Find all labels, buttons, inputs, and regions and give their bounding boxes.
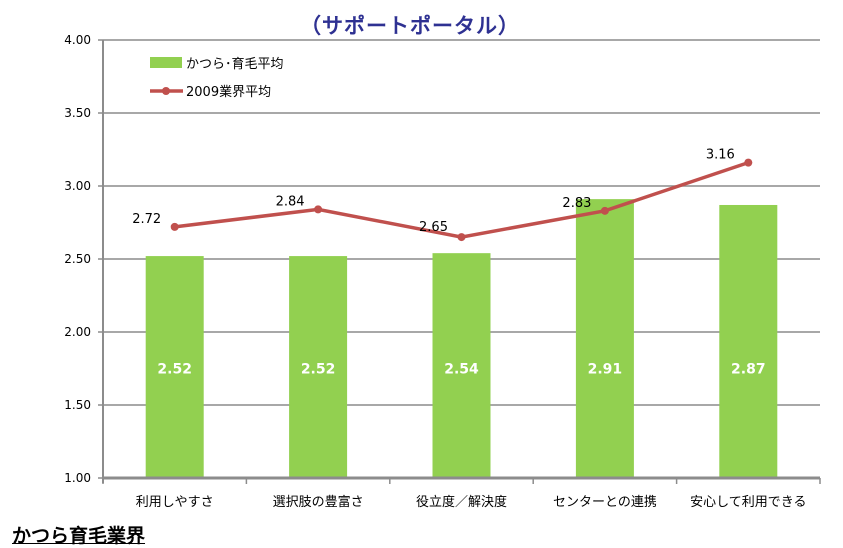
line-label: 3.16 <box>706 148 735 163</box>
y-tick-label: 3.00 <box>64 179 91 193</box>
bar-label: 2.52 <box>301 362 336 378</box>
legend-label: 2009業界平均 <box>186 84 271 100</box>
line-point <box>601 207 609 215</box>
x-tick-label: 役立度／解決度 <box>416 494 507 510</box>
y-tick-label: 2.50 <box>64 252 91 266</box>
section-heading: かつら育毛業界 <box>12 521 145 548</box>
x-tick-label: 安心して利用できる <box>690 495 806 510</box>
line-point <box>744 159 752 167</box>
y-tick-label: 3.50 <box>64 106 91 120</box>
line-point <box>458 233 466 241</box>
bar <box>576 199 634 478</box>
bar <box>719 205 777 478</box>
bar-label: 2.54 <box>444 362 479 378</box>
y-tick-label: 1.00 <box>64 471 91 485</box>
line-label: 2.84 <box>276 194 305 209</box>
line-label: 2.83 <box>562 196 591 211</box>
bar-label: 2.91 <box>588 362 623 378</box>
x-tick-label: センターとの連携 <box>553 494 657 510</box>
line-point <box>171 223 179 231</box>
y-tick-label: 4.00 <box>64 33 91 47</box>
line-label: 2.65 <box>419 220 448 235</box>
line-label: 2.72 <box>132 212 161 227</box>
line-series <box>175 163 749 237</box>
legend-marker <box>162 87 170 95</box>
legend-label: かつら･育毛平均 <box>186 56 284 72</box>
y-tick-label: 1.50 <box>64 398 91 412</box>
bar-label: 2.87 <box>731 362 766 378</box>
x-tick-label: 利用しやすさ <box>136 495 214 510</box>
line-point <box>314 205 322 213</box>
bar-label: 2.52 <box>157 362 192 378</box>
y-tick-label: 2.00 <box>64 325 91 339</box>
chart: 1.00 1.50 2.00 2.50 3.00 3.50 4.00 2.52 2.52 2.54… <box>0 0 843 547</box>
legend-swatch-bar <box>150 57 182 68</box>
x-tick-label: 選択肢の豊富さ <box>273 494 364 510</box>
